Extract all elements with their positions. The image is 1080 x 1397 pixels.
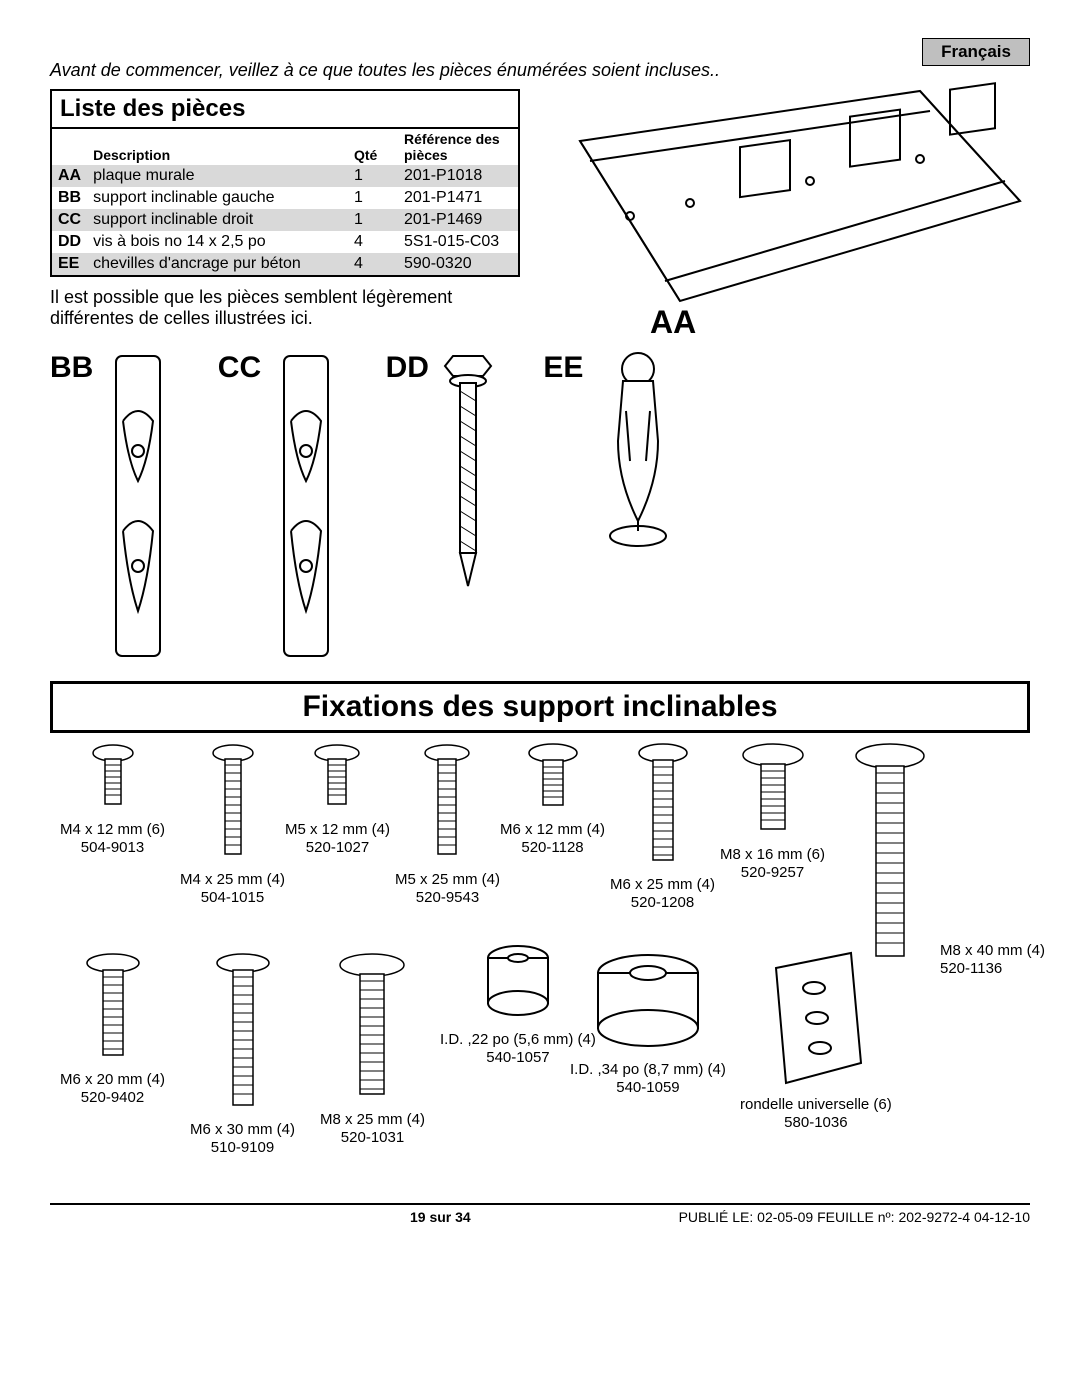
- part-label-dd: DD: [386, 351, 429, 385]
- screw-m8x40: M8 x 40 mm (4)520-1136: [850, 743, 930, 967]
- page-number: 19 sur 34: [410, 1209, 471, 1225]
- table-row: EEchevilles d'ancrage pur béton4590-0320: [52, 253, 518, 275]
- intro-text: Avant de commencer, veillez à ce que tou…: [50, 60, 1030, 81]
- screw-m8x25: M8 x 25 mm (4)520-1031: [320, 953, 425, 1147]
- screw-m5x25: M5 x 25 mm (4)520-9543: [395, 743, 500, 907]
- table-row: DDvis à bois no 14 x 2,5 po45S1-015-C03: [52, 231, 518, 253]
- part-label-ee: EE: [543, 351, 583, 385]
- table-row: BBsupport inclinable gauche1201-P1471: [52, 187, 518, 209]
- part-label-cc: CC: [218, 351, 261, 385]
- col-desc: Description: [87, 129, 348, 165]
- bracket-bb-icon: [98, 351, 178, 661]
- language-badge: Français: [922, 38, 1030, 66]
- page-footer: 19 sur 34 PUBLIÉ LE: 02-05-09 FEUILLE nº…: [50, 1203, 1030, 1225]
- screw-m4x25: M4 x 25 mm (4)504-1015: [180, 743, 285, 907]
- publication-info: PUBLIÉ LE: 02-05-09 FEUILLE nº: 202-9272…: [471, 1209, 1030, 1225]
- wood-screw-icon: [433, 351, 503, 601]
- parts-list-box: Liste des pièces Description Qté Référen…: [50, 89, 520, 277]
- spacer-34: I.D. ,34 po (8,7 mm) (4)540-1059: [570, 953, 726, 1097]
- part-label-bb: BB: [50, 351, 93, 385]
- screw-m6x25: M6 x 25 mm (4)520-1208: [610, 743, 715, 912]
- screw-m5x12: M5 x 12 mm (4)520-1027: [285, 743, 390, 857]
- col-qty: Qté: [348, 129, 398, 165]
- screw-m6x30: M6 x 30 mm (4)510-9109: [190, 953, 295, 1157]
- fixations-area: M4 x 12 mm (6)504-9013 M4 x 25 mm (4)504…: [50, 743, 1030, 1193]
- screw-m4x12: M4 x 12 mm (6)504-9013: [60, 743, 165, 857]
- table-row: AAplaque murale1201-P1018: [52, 165, 518, 187]
- universal-washer: rondelle universelle (6)580-1036: [740, 948, 892, 1132]
- parts-note: Il est possible que les pièces semblent …: [50, 287, 480, 329]
- screw-m6x12: M6 x 12 mm (4)520-1128: [500, 743, 605, 857]
- bracket-cc-icon: [266, 351, 346, 661]
- parts-list-title: Liste des pièces: [52, 91, 518, 129]
- screw-m8x16: M8 x 16 mm (6)520-9257: [720, 743, 825, 882]
- fixations-title: Fixations des support inclinables: [50, 681, 1030, 733]
- wall-plate-icon: [570, 81, 1030, 311]
- screw-m6x20: M6 x 20 mm (4)520-9402: [60, 953, 165, 1107]
- anchor-icon: [588, 351, 688, 561]
- part-label-aa: AA: [650, 304, 696, 341]
- table-row: CCsupport inclinable droit1201-P1469: [52, 209, 518, 231]
- parts-table: Description Qté Référence des pièces AAp…: [52, 129, 518, 275]
- col-ref: Référence des pièces: [398, 129, 518, 165]
